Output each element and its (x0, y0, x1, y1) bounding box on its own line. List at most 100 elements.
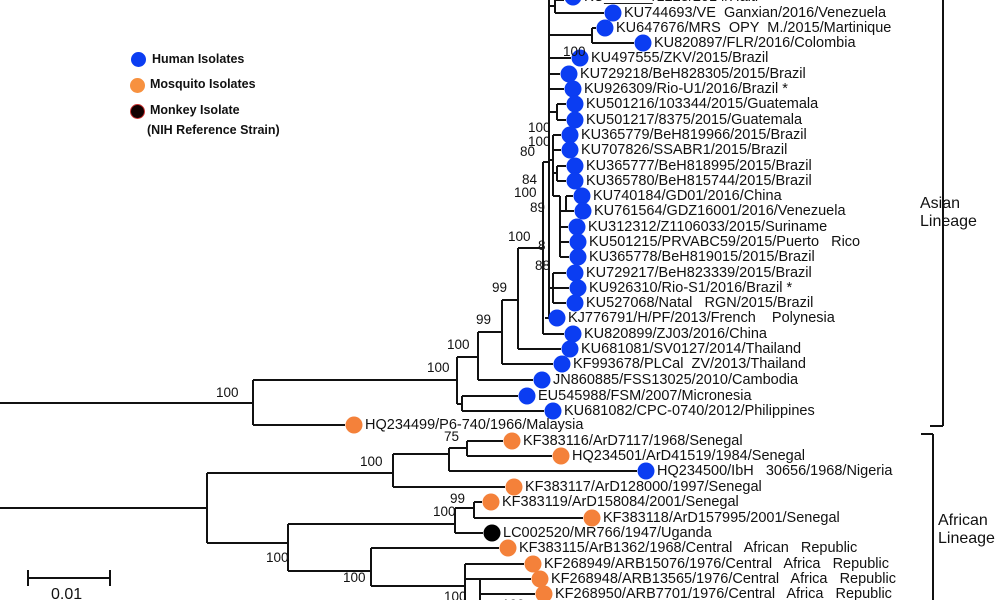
leaf-label: KU312312/Z1106033/2015/Suriname (588, 219, 828, 235)
branch (466, 440, 552, 457)
scale-bar (27, 570, 111, 586)
human-isolate-dot (564, 80, 582, 98)
bootstrap-value: 100 (528, 120, 551, 135)
leaf-label: KF383119/ArD158084/2001/Senegal (502, 494, 739, 510)
bootstrap-value: 75 (444, 429, 460, 444)
branch (517, 247, 561, 350)
leaf-label: KU707826/SSABR1/2015/Brazil (581, 142, 788, 158)
leaf-label: KU647676/MRS OPY M./2015/Martinique (616, 20, 892, 36)
human-isolate-dot (571, 49, 589, 67)
branch (553, 165, 566, 182)
human-isolate-dot (574, 202, 592, 220)
leaf-label: KU740184/GD01/2016/China (593, 188, 782, 204)
leaf-label: KU761564/GDZ16001/2016/Venezuela (594, 203, 846, 219)
leaf-label: HQ234501/ArD41519/1984/Senegal (572, 448, 805, 464)
mosquito-isolate-dot (505, 478, 523, 496)
human-isolate-dot (560, 65, 578, 83)
leaf-label: KU820897/FLR/2016/Colombia (654, 35, 856, 51)
leaf-label: KF383117/ArD128000/1997/Senegal (525, 479, 762, 495)
branch (370, 547, 499, 587)
bootstrap-value: 99 (476, 312, 492, 327)
lineage-label-line: Lineage (920, 213, 977, 230)
leaf-label: KU729218/BeH828305/2015/Brazil (580, 66, 806, 82)
leaf-label: KU681082/CPC-0740/2012/Philippines (564, 403, 815, 419)
bootstrap-value: 100 (528, 134, 551, 149)
leaf-label: KU365778/BeH819015/2015/Brazil (589, 249, 815, 265)
branch (0, 472, 393, 544)
human-isolate-dot (561, 141, 579, 159)
leaf-label: KU729217/BeH823339/2015/Brazil (586, 265, 812, 281)
bootstrap-value: 89 (530, 200, 546, 215)
human-isolate-dot (566, 95, 584, 113)
human-isolate-dot (561, 340, 579, 358)
human-isolate-dot (566, 111, 584, 129)
monkey-isolate-dot (483, 524, 501, 542)
asian-lineage-label: Asian Lineage (920, 195, 977, 231)
leaf-label: KU______/1225/2014/Haiti (584, 0, 758, 5)
leaf-label: KU926309/Rio-U1/2016/Brazil * (584, 81, 788, 97)
bootstrap-value: 99 (492, 280, 508, 295)
leaf-label: KF268949/ARB15076/1976/Central Africa Re… (544, 556, 889, 572)
human-isolate-dot (566, 172, 584, 190)
mosquito-isolate-dot (524, 555, 542, 573)
bootstrap-value: 99 (450, 491, 466, 506)
human-isolate-dot (566, 294, 584, 312)
mosquito-legend-dot (130, 78, 145, 93)
legend-mosquito-label: Mosquito Isolates (150, 77, 256, 91)
branch (477, 331, 533, 381)
monkey-legend-dot (130, 104, 145, 119)
bootstrap-value: 8 (538, 238, 546, 253)
leaf-label: KF993678/PLCal ZV/2013/Thailand (573, 356, 806, 372)
branch (454, 507, 483, 534)
leaf-label: KF383118/ArD157995/2001/Senegal (603, 510, 840, 526)
bootstrap-value: 80 (520, 144, 536, 159)
mosquito-isolate-dot (531, 570, 549, 588)
bootstrap-value: 100 (514, 185, 537, 200)
human-isolate-dot (573, 187, 591, 205)
bootstrap-value: 88 (535, 258, 551, 273)
leaf-label: LC002520/MR766/1947/Uganda (503, 525, 712, 541)
leaf-label: JN860885/FSS13025/2010/Cambodia (553, 372, 799, 388)
mosquito-isolate-dot (583, 509, 601, 527)
leaf-label: KU365777/BeH818995/2015/Brazil (586, 158, 812, 174)
human-isolate-dot (533, 371, 551, 389)
branch (287, 523, 455, 572)
human-isolate-dot (548, 309, 566, 327)
lineage-label-line: Asian (920, 195, 961, 212)
leaf-label: KU820899/ZJ03/2016/China (584, 326, 767, 342)
bootstrap-value: 100 (360, 454, 383, 469)
human-legend-dot (131, 52, 146, 67)
human-isolate-dot (566, 264, 584, 282)
leaf-label: KU501216/103344/2015/Guatemala (586, 96, 819, 112)
legend-human-label: Human Isolates (152, 52, 245, 66)
branch (549, 0, 604, 14)
mosquito-isolate-dot (503, 432, 521, 450)
branch (0, 379, 457, 426)
mosquito-isolate-dot (535, 585, 553, 600)
leaf-label: EU545988/FSM/2007/Micronesia (538, 388, 752, 404)
african-lineage-label: African Lineage (938, 512, 995, 548)
leaf-label: KU497555/ZKV/2015/Brazil (591, 50, 769, 66)
human-isolate-dot (568, 218, 586, 236)
leaf-label: KU744693/VE Ganxian/2016/Venezuela (624, 5, 887, 21)
human-isolate-dot (569, 233, 587, 251)
asian-lineage-bracket (930, 0, 944, 427)
branch (501, 299, 553, 365)
branch (448, 447, 637, 472)
bootstrap-value: 84 (522, 172, 538, 187)
human-isolate-dot (596, 19, 614, 37)
human-isolate-dot (566, 157, 584, 175)
human-isolate-dot (569, 279, 587, 297)
scale-bar-label: 0.01 (51, 586, 83, 600)
branch (392, 453, 505, 488)
legend-monkey-label: Monkey Isolate (150, 103, 240, 117)
bootstrap-value: 100 (343, 570, 366, 585)
human-isolate-dot (569, 248, 587, 266)
branch (473, 501, 583, 519)
leaf-label: KU527068/Natal RGN/2015/Brazil (586, 295, 814, 311)
branch (464, 563, 535, 600)
leaf-label: KF383116/ArD7117/1968/Senegal (523, 433, 743, 449)
branch (456, 356, 544, 412)
